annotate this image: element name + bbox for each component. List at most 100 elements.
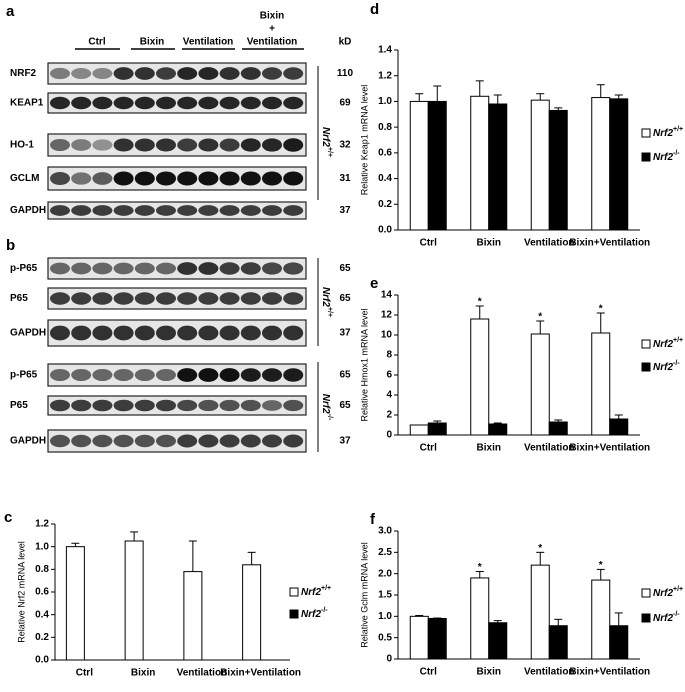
panel-letter: c [4, 509, 12, 526]
legend-label: Nrf2+/+ [301, 585, 331, 598]
y-tick-label: 2.0 [378, 568, 392, 579]
y-tick-label: 1.2 [378, 70, 392, 81]
x-tick-label: Bixin [477, 443, 501, 454]
band [262, 67, 282, 80]
significance-mark: * [599, 304, 603, 315]
band [240, 205, 261, 216]
blot-strip [47, 287, 307, 310]
band [71, 96, 92, 110]
bar [409, 615, 429, 660]
x-tick-label: Ventilation [177, 668, 228, 679]
band [262, 400, 282, 411]
bar [548, 109, 568, 231]
band [240, 399, 261, 412]
band [50, 434, 70, 448]
bar [409, 424, 429, 436]
y-tick-label: 1.0 [378, 96, 392, 107]
kd-label: 110 [337, 68, 354, 79]
band [177, 205, 198, 216]
band [134, 67, 155, 80]
band [198, 96, 219, 110]
y-tick-label: 3.0 [378, 526, 392, 537]
y-tick-label: 1.0 [378, 611, 392, 622]
genotype-label: Nrf2+/+ [320, 287, 333, 317]
legend-label: Nrf2-/- [653, 360, 680, 373]
band [240, 325, 261, 341]
bar [488, 423, 508, 436]
band [134, 96, 155, 110]
bar [591, 579, 611, 660]
band [177, 325, 198, 341]
row-label: p-P65 [10, 370, 38, 381]
band [71, 262, 92, 275]
y-tick-label: 1.4 [378, 45, 392, 56]
band [198, 138, 219, 152]
kd-label: 31 [339, 173, 351, 184]
legend-swatch [641, 588, 651, 598]
blot-strip [47, 62, 307, 85]
band [71, 139, 92, 151]
band [156, 262, 176, 275]
bar [470, 95, 490, 231]
y-tick-label: 1.2 [35, 519, 49, 530]
blot-strip [47, 166, 307, 191]
band [219, 325, 240, 341]
x-tick-label: Bixin [477, 667, 501, 678]
bar [242, 564, 262, 661]
band [219, 96, 240, 110]
group-label: Bixin [140, 37, 164, 48]
band [219, 399, 240, 412]
bar [609, 418, 629, 436]
band [177, 67, 198, 80]
band [283, 399, 304, 412]
significance-mark: * [538, 312, 542, 323]
y-tick-label: 0.0 [35, 655, 49, 666]
band [92, 262, 113, 275]
band [283, 262, 304, 275]
group-label: + [269, 24, 275, 35]
kd-label: 69 [339, 98, 351, 109]
kd-label: 65 [339, 293, 351, 304]
band [156, 292, 176, 305]
bar [530, 333, 550, 436]
genotype-label: Nrf2+/+ [320, 127, 333, 157]
y-tick-label: 2 [386, 410, 392, 421]
genotype-label: Nrf2-/- [320, 394, 333, 421]
bar [124, 540, 144, 661]
x-tick-label: Ventilation [524, 667, 575, 678]
kd-label: 65 [339, 263, 351, 274]
band [134, 292, 155, 305]
band [50, 171, 70, 186]
legend-swatch [641, 362, 651, 372]
y-tick-label: 0.8 [378, 122, 392, 133]
band [198, 325, 219, 341]
band [262, 292, 282, 305]
row-label: p-P65 [10, 263, 38, 274]
group-label: Ventilation [247, 37, 298, 48]
band [50, 292, 70, 305]
y-tick-label: 0 [386, 654, 392, 665]
band [240, 368, 261, 382]
legend-label: Nrf2+/+ [653, 337, 683, 350]
legend-swatch [641, 128, 651, 138]
bar [530, 564, 550, 660]
kd-label: 37 [339, 328, 351, 339]
band [198, 399, 219, 412]
band [71, 368, 92, 382]
y-tick-label: 0.0 [378, 225, 392, 236]
band [262, 368, 282, 382]
y-tick-label: 0.2 [378, 199, 392, 210]
y-tick-label: 10 [381, 330, 393, 341]
band [134, 138, 155, 152]
band [219, 171, 240, 186]
legend-label: Nrf2+/+ [653, 126, 683, 139]
panel-letter: a [6, 3, 15, 20]
legend-swatch [289, 609, 299, 619]
band [240, 67, 261, 80]
legend-label: Nrf2+/+ [653, 586, 683, 599]
band [134, 399, 155, 412]
band [134, 434, 155, 448]
band [71, 434, 92, 448]
band [177, 96, 198, 110]
kd-label: 32 [339, 140, 351, 151]
